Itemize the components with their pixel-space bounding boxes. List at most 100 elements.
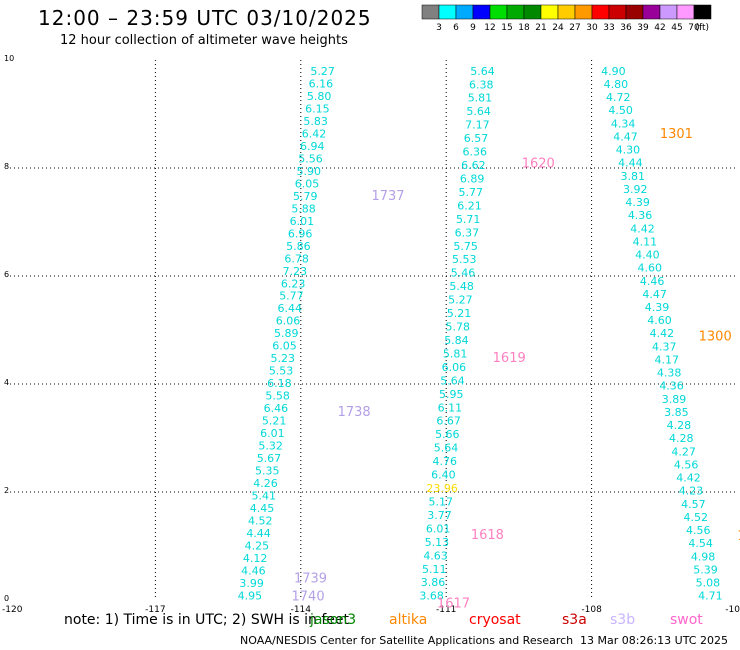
time-label: 1737 xyxy=(371,189,404,204)
wave-height-point: 4.46 xyxy=(241,565,266,578)
y-tick-label: 0 xyxy=(4,594,9,603)
time-label: 1738 xyxy=(338,405,371,420)
wave-height-point: 4.56 xyxy=(674,458,699,471)
footer-credit: NOAA/NESDIS Center for Satellite Applica… xyxy=(240,634,574,647)
wave-height-point: 5.81 xyxy=(468,92,493,105)
wave-height-point: 6.94 xyxy=(300,140,325,153)
wave-height-point: 3.99 xyxy=(239,577,264,590)
time-label: 1618 xyxy=(471,528,504,543)
wave-height-point: 6.44 xyxy=(277,302,302,315)
wave-height-point: 6.23 xyxy=(281,277,306,290)
wave-height-point: 6.06 xyxy=(276,315,301,328)
wave-height-point: 4.39 xyxy=(645,301,670,314)
wave-height-point: 3.86 xyxy=(421,576,446,589)
x-tick-label: -108 xyxy=(581,605,602,615)
wave-height-point: 5.77 xyxy=(459,186,484,199)
wave-height-point: 5.21 xyxy=(447,307,472,320)
wave-height-point: 6.37 xyxy=(455,226,480,239)
wave-height-point: 4.60 xyxy=(647,314,672,327)
wave-height-point: 6.57 xyxy=(464,132,489,145)
wave-height-point: 4.46 xyxy=(640,275,665,288)
wave-height-point: 6.67 xyxy=(436,415,461,428)
wave-height-point: 4.80 xyxy=(604,78,629,91)
wave-height-point: 4.40 xyxy=(635,249,660,262)
wave-height-point: 4.25 xyxy=(245,540,270,553)
wave-height-point: 4.44 xyxy=(618,157,643,170)
wave-height-point: 5.53 xyxy=(452,253,477,266)
wave-height-point: 4.11 xyxy=(633,235,658,248)
wave-height-point: 4.30 xyxy=(616,144,641,157)
legend-label: 27 xyxy=(569,23,580,33)
wave-height-point: 4.39 xyxy=(625,196,650,209)
wave-height-point: 6.62 xyxy=(461,159,486,172)
wave-height-point: 5.89 xyxy=(274,327,299,340)
wave-height-point: 6.15 xyxy=(305,102,330,115)
time-label: 1739 xyxy=(294,571,327,586)
legend-label: 15 xyxy=(501,23,512,33)
wave-height-point: 4.44 xyxy=(246,527,271,540)
wave-height-point: 6.78 xyxy=(284,252,309,265)
legend-swatch xyxy=(455,4,474,20)
y-tick-label: 4 xyxy=(4,378,9,387)
wave-height-point: 5.46 xyxy=(451,267,476,280)
wave-height-point: 5.32 xyxy=(258,440,283,453)
wave-height-point: 5.08 xyxy=(696,577,721,590)
wave-height-point: 5.81 xyxy=(443,347,468,360)
wave-height-point: 6.38 xyxy=(469,78,494,91)
wave-height-point: 6.16 xyxy=(309,77,334,90)
legend-label: 39 xyxy=(637,23,649,33)
wave-height-point: 4.72 xyxy=(606,91,631,104)
wave-height-point: 6.42 xyxy=(302,127,327,140)
wave-height-point: 6.01 xyxy=(426,522,451,535)
wave-height-point: 5.67 xyxy=(257,452,282,465)
wave-height-point: 6.01 xyxy=(260,427,285,440)
wave-height-point: 5.64 xyxy=(466,105,491,118)
wave-height-point: 5.77 xyxy=(279,290,304,303)
wave-height-point: 5.64 xyxy=(470,65,495,78)
wave-height-point: 4.34 xyxy=(611,117,636,130)
legend-swatch xyxy=(506,4,525,20)
source-legend: jason3 altika cryosat s3a s3b swot xyxy=(0,612,740,630)
time-label: 1300 xyxy=(699,329,732,344)
wave-height-point: 5.80 xyxy=(307,90,332,103)
wave-height-point: 5.27 xyxy=(448,294,473,307)
legend-label: 42 xyxy=(654,23,665,33)
legend-label: 9 xyxy=(470,23,476,33)
legend-label: 70 xyxy=(688,23,700,33)
wave-height-point: 4.71 xyxy=(698,590,723,603)
color-legend: 3 6 9 12 15 18 21 24 27 30 33 36 39 42 45 70(ft) xyxy=(421,4,712,33)
legend-label: 36 xyxy=(620,23,632,33)
page-title: 12:00 – 23:59 UTC 03/10/2025 xyxy=(38,6,372,30)
wave-height-point: 4.54 xyxy=(688,537,713,550)
source-jason3: jason3 xyxy=(310,612,357,628)
wave-height-point: 5.17 xyxy=(429,495,454,508)
wave-height-point: 5.71 xyxy=(456,213,481,226)
wave-height-point: 5.27 xyxy=(310,65,335,78)
y-tick-label: 10 xyxy=(4,54,14,63)
legend-swatch xyxy=(625,4,644,20)
wave-height-point: 3.85 xyxy=(664,406,689,419)
wave-height-point: 6.18 xyxy=(267,377,292,390)
legend-unit: (ft) xyxy=(695,23,709,33)
wave-height-point: 4.37 xyxy=(652,340,677,353)
legend-label: 12 xyxy=(484,23,495,33)
wave-height-point: 3.81 xyxy=(621,170,646,183)
legend-label: 18 xyxy=(518,23,530,33)
wave-height-point: 4.12 xyxy=(243,552,268,565)
legend-swatch xyxy=(540,4,559,20)
x-tick-label: -111 xyxy=(436,605,456,615)
wave-height-point: 4.42 xyxy=(650,327,675,340)
wave-height-point: 4.56 xyxy=(686,524,711,537)
wave-height-point: 4.90 xyxy=(601,65,626,78)
wave-height-point: 6.40 xyxy=(431,469,456,482)
wave-height-point: 4.42 xyxy=(630,222,655,235)
legend-label: 33 xyxy=(603,23,614,33)
footer-note: note: 1) Time is in UTC; 2) SWH is in fe… xyxy=(64,612,350,628)
wave-height-point: 5.95 xyxy=(439,388,464,401)
wave-height-point: 5.21 xyxy=(262,415,287,428)
wave-height-point: 6.96 xyxy=(288,227,313,240)
legend-swatch xyxy=(659,4,678,20)
wave-height-point: 5.11 xyxy=(422,563,447,576)
source-cryosat: cryosat xyxy=(469,612,521,628)
